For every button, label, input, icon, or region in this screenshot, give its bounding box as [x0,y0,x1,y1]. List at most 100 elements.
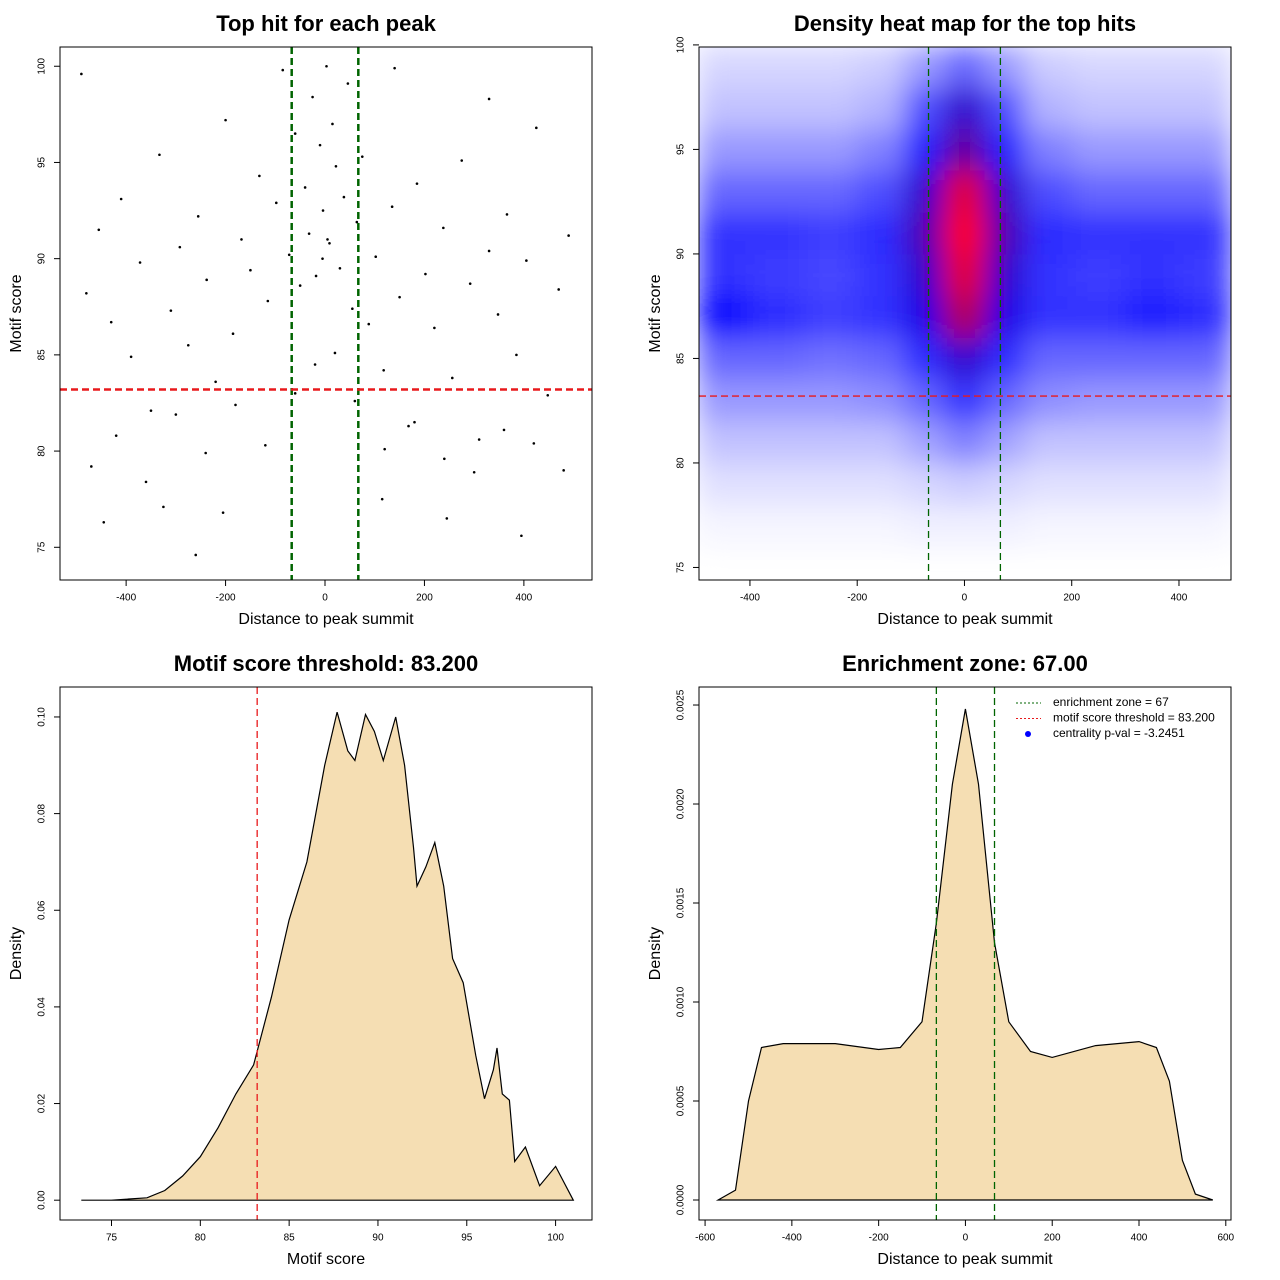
heat-cell [1178,504,1231,548]
heat-cell [904,47,945,88]
heat-cell [1024,295,1073,339]
y-tick-label: 0.0025 [676,689,687,720]
point [314,274,318,278]
heat-cell [1178,421,1231,464]
heat-cell [1071,86,1126,130]
point [328,241,331,245]
point [360,155,364,158]
heat-cell [984,212,1026,255]
heat-cell [1071,462,1126,506]
x-tick-label: -200 [847,593,867,604]
heat-cell [1071,170,1126,213]
heat-cell [1178,212,1231,255]
heat-cell [699,86,751,130]
y-tick-label: 0.02 [37,1093,48,1113]
point [407,424,410,428]
heat-cell [803,170,858,213]
point [383,447,386,451]
heat-cell [857,212,905,255]
heat-cell [904,379,945,422]
point [138,261,142,264]
x-tick-label: 95 [461,1233,473,1244]
point [390,205,394,209]
density-area [715,708,1213,1201]
heat-cell [857,504,905,548]
point [194,553,198,557]
heat-cell [1071,504,1126,548]
y-tick-label: 90 [676,248,687,260]
x-axis-label: Distance to peak summit [238,611,414,628]
heat-cell [857,47,905,88]
point [415,182,419,185]
heat-cell [944,212,986,255]
heat-cell [1024,337,1073,380]
point [313,363,317,366]
y-tick-label: 95 [676,143,687,155]
heat-cell [944,128,986,171]
heat-cell [857,462,905,506]
heat-cell [1125,295,1180,339]
point [311,95,314,99]
heat-cell [803,462,858,506]
x-tick-label: -200 [216,593,236,604]
point [85,291,88,295]
heat-cell [984,379,1026,422]
y-tick-label: 75 [37,541,48,553]
heat-cell [984,86,1026,130]
heat-cell [944,421,986,464]
y-tick-label: 80 [676,457,687,469]
x-tick-label: 0 [963,1233,969,1244]
heat-cell [749,504,805,548]
chart-title: Density heat map for the top hits [794,11,1136,36]
heat-cell [904,421,945,464]
legend-label: centrality p-val = -3.2451 [1053,726,1185,740]
y-tick-label: 0.0020 [676,788,687,819]
heat-cell [699,379,751,422]
point [80,72,83,76]
x-axis-label: Distance to peak summit [877,1251,1053,1268]
point [334,164,338,168]
heat-cell [904,462,945,506]
y-axis-label: Motif score [647,274,664,352]
point [487,97,491,101]
y-tick-label: 0.0015 [676,887,687,918]
heat-cell [1125,421,1180,464]
heat-cell [749,86,805,130]
point [442,226,445,230]
plot-area [715,708,1213,1201]
heat-cell [699,504,751,548]
heat-cell [1071,379,1126,422]
heat-cell [1178,86,1231,130]
heat-cell [857,421,905,464]
x-tick-label: 80 [195,1233,207,1244]
point [562,469,565,472]
heat-cell [803,86,858,130]
x-tick-label: -400 [740,593,760,604]
point [353,399,357,403]
heat-cell [1024,212,1073,255]
heat-cell [803,128,858,171]
point [174,413,178,416]
heat-cell [857,86,905,130]
x-tick-label: 200 [1044,1233,1061,1244]
y-tick-label: 85 [676,352,687,364]
heat-cell [944,47,986,88]
heat-cell [904,295,945,339]
heat-cell [857,337,905,380]
point [351,307,354,310]
point [525,259,528,262]
panel: 75 80 85 90 95 100 0.00 0.02 0.04 0.06 0.08 0.10 Mot… [8,651,593,1268]
point [321,257,324,260]
heat-cell [984,47,1026,88]
heat-cell [749,421,805,464]
y-axis-label: Density [8,927,25,980]
y-tick-label: 0.04 [37,997,48,1017]
y-tick-label: 0.10 [37,707,48,727]
heat-cell [944,504,986,548]
heat-cell [1178,462,1231,506]
heat-cell [1024,253,1073,297]
y-tick-label: 0.08 [37,803,48,823]
x-tick-label: 75 [106,1233,118,1244]
point [333,351,337,355]
y-tick-label: 90 [37,253,48,265]
